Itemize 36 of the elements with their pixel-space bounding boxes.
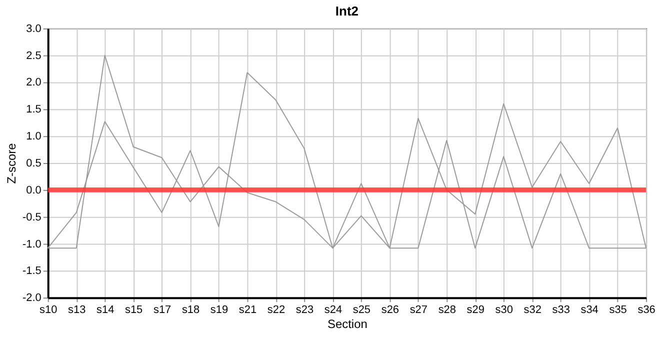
x-axis-title: Section [328, 317, 368, 332]
chart-title: Int2 [335, 3, 358, 18]
x-tick-label: s36 [638, 304, 656, 316]
x-tick-label: s33 [552, 304, 570, 316]
x-tick-label: s10 [40, 304, 58, 316]
y-tick-label: -0.5 [22, 211, 42, 224]
x-tick-label: s28 [438, 304, 456, 316]
x-tick-label: s23 [296, 304, 314, 316]
x-tick-label: s14 [96, 304, 114, 316]
y-tick-label: 0.0 [26, 184, 42, 196]
x-tick-label: s18 [182, 304, 200, 316]
y-tick-label: 0.5 [26, 158, 42, 170]
x-tick-label: s24 [324, 304, 342, 316]
y-tick-label: -2.0 [22, 292, 42, 304]
x-tick-label: s35 [609, 304, 627, 316]
x-tick-label: s21 [238, 304, 257, 316]
x-tick-label: s27 [410, 304, 428, 316]
x-tick-label: s34 [580, 304, 598, 316]
x-tick-label: s25 [352, 304, 371, 316]
y-tick-label: 1.0 [26, 130, 42, 143]
x-tick-label: s19 [210, 304, 228, 316]
x-tick-label: s29 [466, 304, 484, 316]
x-tick-label: s32 [524, 304, 542, 316]
y-tick-label: 3.0 [26, 22, 42, 35]
x-tick-label: s30 [495, 304, 513, 316]
y-tick-label: -1.0 [22, 238, 42, 250]
y-tick-label: 1.5 [26, 104, 42, 116]
x-tick-label: s13 [68, 304, 86, 316]
y-axis-title: Z-score [4, 142, 18, 184]
y-tick-label: 2.0 [26, 76, 42, 89]
y-tick-label: 2.5 [26, 50, 42, 62]
x-tick-label: s22 [267, 304, 286, 316]
x-tick-label: s26 [381, 304, 400, 316]
x-tick-label: s15 [124, 304, 143, 316]
y-tick-label: -1.5 [22, 265, 42, 278]
x-tick-label: s17 [153, 304, 172, 316]
